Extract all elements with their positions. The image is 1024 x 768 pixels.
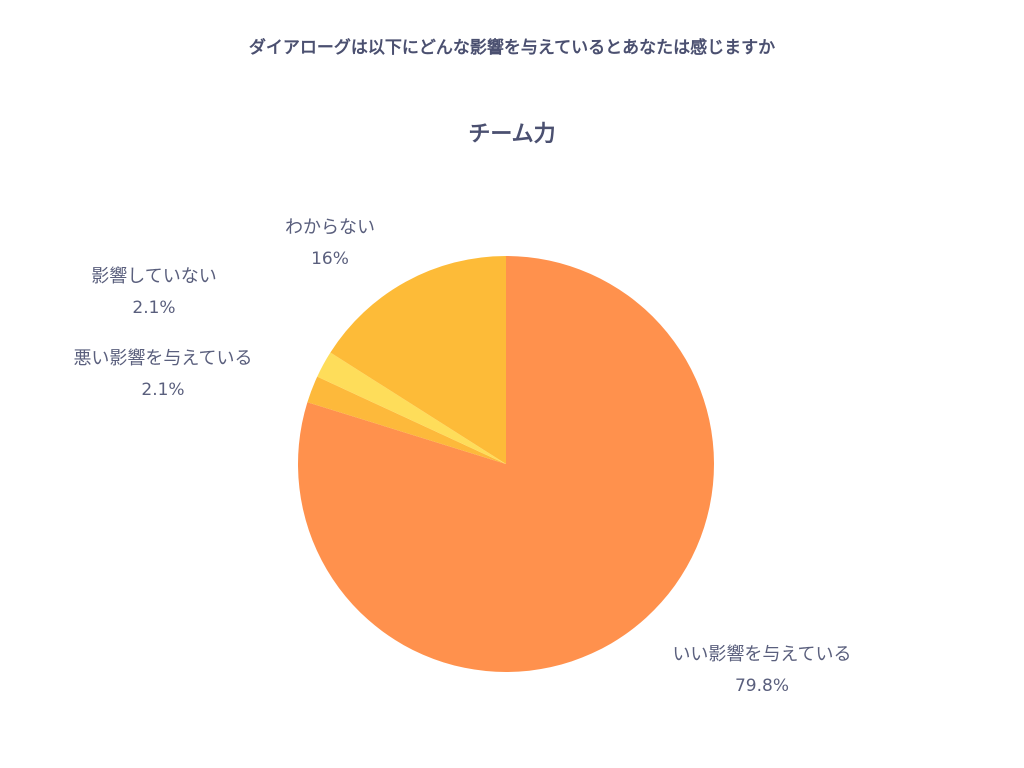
- slice-percentage: 16%: [311, 249, 349, 269]
- pie-slice: [317, 352, 506, 464]
- slice-label: 悪い影響を与えている: [73, 348, 252, 369]
- slice-percentage: 79.8%: [735, 676, 789, 696]
- slice-label: いい影響を与えている: [672, 644, 851, 665]
- slice-percentage: 2.1%: [141, 380, 184, 400]
- pie-slice: [330, 256, 506, 464]
- pie-slice: [307, 376, 506, 464]
- slice-label: わからない: [285, 217, 375, 238]
- slice-label: 影響していない: [91, 266, 216, 287]
- slice-percentage: 2.1%: [132, 298, 175, 318]
- chart-title: チーム力: [468, 122, 556, 147]
- survey-question: ダイアローグは以下にどんな影響を与えているとあなたは感じますか: [248, 38, 776, 58]
